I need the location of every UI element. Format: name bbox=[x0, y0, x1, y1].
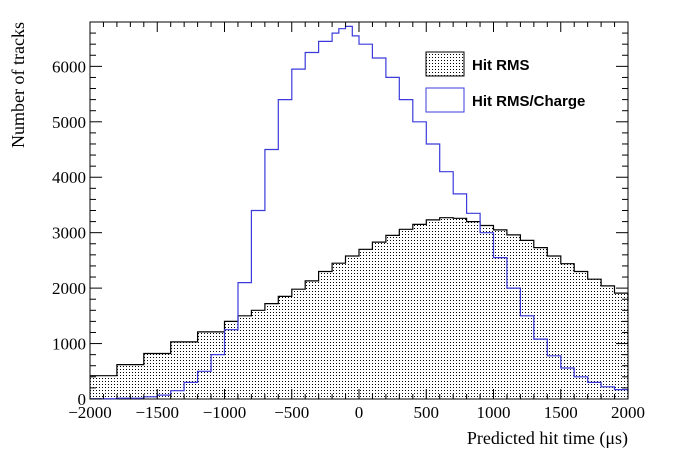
x-tick-label: −1500 bbox=[135, 403, 179, 422]
series-fill-hit-rms bbox=[90, 217, 628, 399]
x-tick-label: 1500 bbox=[544, 403, 578, 422]
y-tick-label: 5000 bbox=[52, 113, 86, 132]
y-tick-label: 3000 bbox=[52, 224, 86, 243]
y-axis-title: Number of tracks bbox=[8, 22, 28, 148]
x-tick-label: 0 bbox=[355, 403, 364, 422]
y-tick-label: 2000 bbox=[52, 279, 86, 298]
series-line-hit-rms-charge bbox=[90, 25, 629, 400]
series-layer bbox=[90, 25, 629, 400]
y-tick-label: 0 bbox=[78, 390, 87, 409]
x-tick-label: 1000 bbox=[477, 403, 511, 422]
y-tick-label: 6000 bbox=[52, 57, 86, 76]
x-tick-label: −2000 bbox=[68, 403, 112, 422]
y-tick-label: 4000 bbox=[52, 168, 86, 187]
x-tick-label: 500 bbox=[414, 403, 440, 422]
legend-swatch-hit-rms bbox=[425, 51, 465, 77]
y-tick-label: 1000 bbox=[52, 335, 86, 354]
legend: Hit RMS Hit RMS/Charge bbox=[425, 51, 585, 113]
x-tick-label: 2000 bbox=[611, 403, 645, 422]
legend-label-hit-rms-charge: Hit RMS/Charge bbox=[472, 93, 585, 110]
x-axis-title: Predicted hit time (μs) bbox=[467, 428, 628, 449]
legend-label-hit-rms: Hit RMS bbox=[472, 57, 530, 74]
legend-swatch-hit-rms-charge bbox=[425, 87, 465, 113]
x-tick-label: −1000 bbox=[203, 403, 247, 422]
x-tick-label: −500 bbox=[274, 403, 309, 422]
axis-layer: −2000 −1500 −1000 −500 0 500 1000 1500 2000 0 1000… bbox=[52, 21, 645, 422]
